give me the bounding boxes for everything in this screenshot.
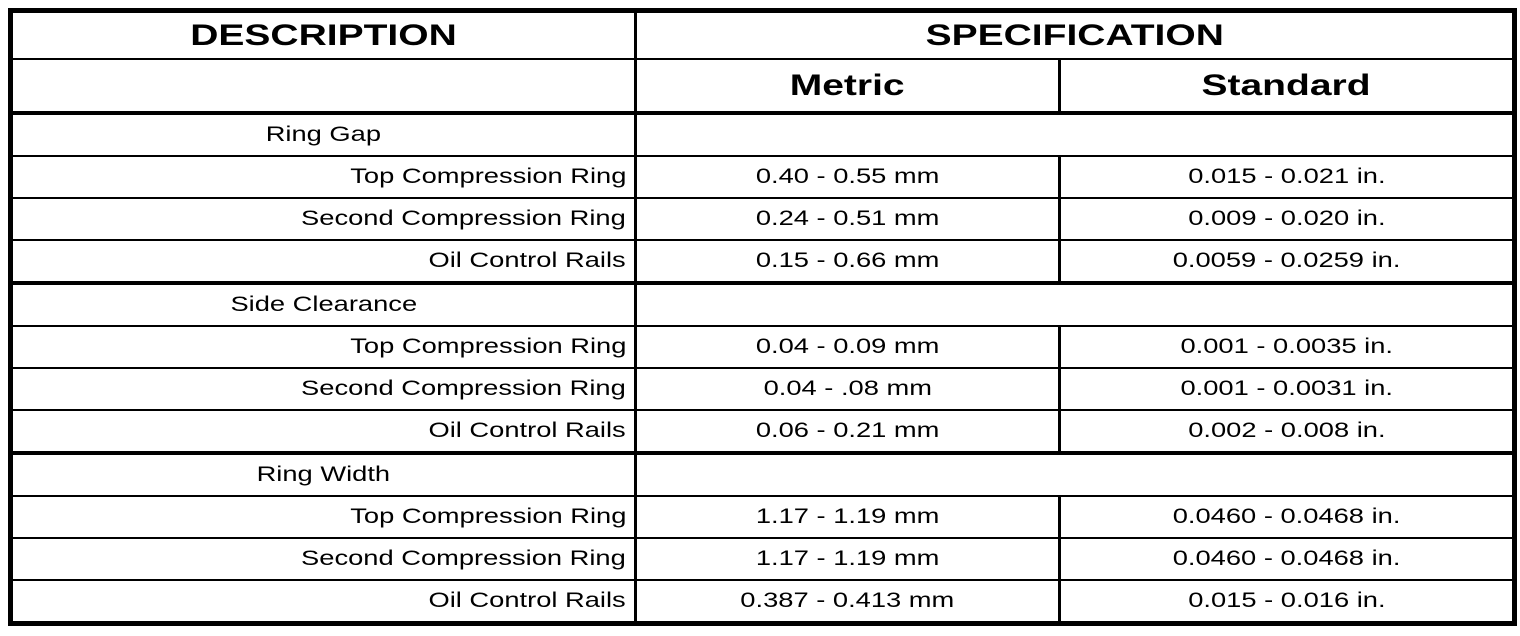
metric-value-cell: 0.06 - 0.21 mm (634, 409, 1061, 454)
row-label: Oil Control Rails (428, 589, 626, 612)
standard-value: 0.002 - 0.008 in. (1187, 419, 1386, 442)
description-cell: Top Compression Ring (9, 155, 637, 199)
standard-value-cell: 0.0059 - 0.0259 in. (1058, 239, 1516, 284)
section-spec-empty-cell (634, 451, 1516, 497)
row-label: Top Compression Ring (349, 165, 626, 188)
table-row: Second Compression Ring 0.04 - .08 mm 0.… (9, 367, 1516, 411)
row-label: Oil Control Rails (428, 419, 626, 442)
standard-value-cell: 0.001 - 0.0031 in. (1058, 367, 1516, 411)
metric-value-cell: 0.387 - 0.413 mm (634, 579, 1061, 625)
table-row: Top Compression Ring 0.04 - 0.09 mm 0.00… (9, 325, 1516, 369)
description-header-label: DESCRIPTION (190, 18, 457, 52)
standard-value: 0.015 - 0.021 in. (1187, 165, 1386, 188)
specification-column-header: SPECIFICATION (634, 9, 1516, 60)
standard-column-header: Standard (1058, 58, 1516, 115)
metric-value-cell: 0.24 - 0.51 mm (634, 197, 1061, 241)
row-label: Second Compression Ring (301, 207, 626, 230)
section-row-side-clearance: Side Clearance (9, 281, 1516, 327)
section-title-cell: Ring Width (9, 451, 637, 497)
metric-value-cell: 1.17 - 1.19 mm (634, 495, 1061, 539)
section-spec-empty-cell (634, 281, 1516, 327)
table-row: Second Compression Ring 1.17 - 1.19 mm 0… (9, 537, 1516, 581)
standard-value: 0.015 - 0.016 in. (1187, 589, 1386, 612)
row-label: Second Compression Ring (301, 377, 626, 400)
standard-header-label: Standard (1201, 68, 1372, 102)
metric-header-label: Metric (790, 68, 905, 102)
metric-value: 0.40 - 0.55 mm (755, 165, 940, 188)
table-row: Top Compression Ring 1.17 - 1.19 mm 0.04… (9, 495, 1516, 539)
subheader-row: Metric Standard (9, 58, 1516, 115)
header-row: DESCRIPTION SPECIFICATION (9, 9, 1516, 60)
table-row: Oil Control Rails 0.387 - 0.413 mm 0.015… (9, 579, 1516, 625)
standard-value: 0.009 - 0.020 in. (1187, 207, 1386, 230)
empty-subheader-cell (9, 58, 637, 115)
description-cell: Second Compression Ring (9, 537, 637, 581)
standard-value-cell: 0.002 - 0.008 in. (1058, 409, 1516, 454)
standard-value-cell: 0.001 - 0.0035 in. (1058, 325, 1516, 369)
section-title-cell: Ring Gap (9, 111, 637, 157)
metric-value-cell: 0.04 - .08 mm (634, 367, 1061, 411)
metric-value: 0.04 - .08 mm (763, 377, 932, 400)
metric-value: 1.17 - 1.19 mm (755, 547, 940, 570)
row-label: Second Compression Ring (301, 547, 626, 570)
section-title: Side Clearance (230, 293, 417, 316)
description-cell: Top Compression Ring (9, 495, 637, 539)
page: { "table": { "header": { "description": … (0, 8, 1520, 636)
standard-value: 0.001 - 0.0031 in. (1180, 377, 1393, 400)
metric-value: 0.06 - 0.21 mm (755, 419, 940, 442)
standard-value-cell: 0.015 - 0.021 in. (1058, 155, 1516, 199)
metric-value: 0.15 - 0.66 mm (755, 249, 940, 272)
metric-value-cell: 0.40 - 0.55 mm (634, 155, 1061, 199)
metric-value: 0.387 - 0.413 mm (740, 589, 955, 612)
description-column-header: DESCRIPTION (9, 9, 637, 60)
metric-value: 1.17 - 1.19 mm (755, 505, 940, 528)
section-row-ring-gap: Ring Gap (9, 111, 1516, 157)
description-cell: Oil Control Rails (9, 579, 637, 625)
section-spec-empty-cell (634, 111, 1516, 157)
standard-value-cell: 0.0460 - 0.0468 in. (1058, 537, 1516, 581)
standard-value-cell: 0.015 - 0.016 in. (1058, 579, 1516, 625)
metric-value-cell: 0.15 - 0.66 mm (634, 239, 1061, 284)
specification-header-label: SPECIFICATION (925, 18, 1224, 52)
description-cell: Top Compression Ring (9, 325, 637, 369)
standard-value-cell: 0.009 - 0.020 in. (1058, 197, 1516, 241)
table-row: Second Compression Ring 0.24 - 0.51 mm 0… (9, 197, 1516, 241)
description-cell: Oil Control Rails (9, 409, 637, 454)
metric-column-header: Metric (634, 58, 1061, 115)
spec-table: DESCRIPTION SPECIFICATION Metric Standar… (8, 8, 1518, 626)
standard-value-cell: 0.0460 - 0.0468 in. (1058, 495, 1516, 539)
table-row: Oil Control Rails 0.15 - 0.66 mm 0.0059 … (9, 239, 1516, 284)
standard-value: 0.0059 - 0.0259 in. (1172, 249, 1401, 272)
metric-value-cell: 1.17 - 1.19 mm (634, 537, 1061, 581)
metric-value: 0.04 - 0.09 mm (755, 335, 940, 358)
section-title: Ring Width (256, 463, 391, 486)
metric-value-cell: 0.04 - 0.09 mm (634, 325, 1061, 369)
standard-value: 0.0460 - 0.0468 in. (1172, 505, 1401, 528)
row-label: Top Compression Ring (349, 505, 626, 528)
section-title-cell: Side Clearance (9, 281, 637, 327)
section-row-ring-width: Ring Width (9, 451, 1516, 497)
description-cell: Second Compression Ring (9, 197, 637, 241)
metric-value: 0.24 - 0.51 mm (755, 207, 940, 230)
table-row: Oil Control Rails 0.06 - 0.21 mm 0.002 -… (9, 409, 1516, 454)
section-title: Ring Gap (265, 123, 382, 146)
row-label: Oil Control Rails (428, 249, 626, 272)
row-label: Top Compression Ring (349, 335, 626, 358)
standard-value: 0.001 - 0.0035 in. (1180, 335, 1393, 358)
standard-value: 0.0460 - 0.0468 in. (1172, 547, 1401, 570)
description-cell: Oil Control Rails (9, 239, 637, 284)
table-row: Top Compression Ring 0.40 - 0.55 mm 0.01… (9, 155, 1516, 199)
description-cell: Second Compression Ring (9, 367, 637, 411)
